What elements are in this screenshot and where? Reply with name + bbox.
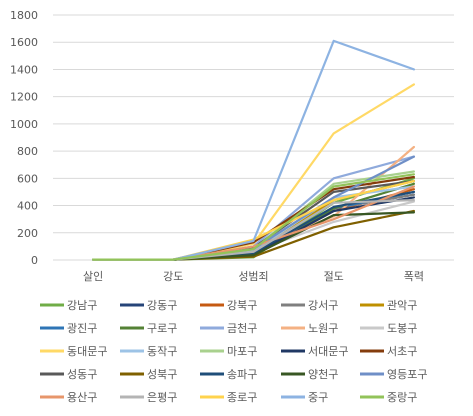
y-axis-ticks: 0 200 400 600 800 1000 1200 1400 1600 1800 [10,9,38,267]
y-tick-label: 800 [17,145,38,158]
legend-item: 마포구 [200,345,257,358]
legend-item: 중랑구 [360,391,417,404]
legend-item: 광진구 [40,322,97,335]
legend-label: 동작구 [147,345,177,358]
legend-item: 서초구 [360,345,417,358]
y-tick-label: 600 [17,172,38,185]
y-tick-label: 1200 [10,91,38,104]
x-axis-ticks: 살인 강도 성범죄 절도 폭력 [83,270,424,283]
legend-item: 관악구 [360,299,417,312]
legend-label: 서초구 [387,345,417,358]
legend-item: 구로구 [120,322,177,335]
legend-item: 강동구 [120,299,177,312]
legend-item: 성동구 [40,368,97,381]
legend-item: 영등포구 [360,368,427,381]
legend-label: 종로구 [227,391,257,404]
legend-label: 마포구 [227,345,257,358]
x-tick-label: 폭력 [404,270,424,283]
legend-item: 노원구 [281,322,338,335]
legend-item: 성북구 [120,368,177,381]
legend-label: 도봉구 [387,322,417,335]
legend-label: 중구 [308,391,328,404]
legend-label: 광진구 [67,322,97,335]
series-line-21 [91,199,415,261]
legend-item: 양천구 [281,367,338,381]
y-tick-label: 1800 [10,9,38,22]
legend-label: 강서구 [308,299,338,312]
series-line-10 [91,83,415,261]
y-tick-label: 1600 [10,36,38,49]
legend-label: 강동구 [147,299,177,312]
gridlines [53,14,454,261]
legend-label: 송파구 [227,368,257,381]
legend-label: 은평구 [147,391,177,404]
legend-label: 강북구 [227,299,257,312]
legend-item: 중구 [281,391,328,404]
legend-label: 중랑구 [387,391,417,404]
legend-item: 서대문구 [281,345,348,358]
x-tick-label: 살인 [83,270,103,283]
legend-item: 송파구 [200,368,257,381]
legend-label: 성북구 [147,368,177,381]
y-tick-label: 200 [17,227,38,240]
legend-label: 동대문구 [67,345,107,358]
legend-label: 강남구 [67,299,97,312]
legend-item: 강남구 [40,299,97,312]
x-tick-label: 절도 [324,270,344,283]
series-line-23 [91,39,415,261]
y-tick-label: 0 [31,254,38,267]
legend-label: 금천구 [227,321,257,335]
legend-label: 성동구 [67,368,97,381]
series-line-24 [91,173,415,261]
legend-item: 종로구 [200,391,257,404]
legend-item: 은평구 [120,391,177,404]
y-tick-label: 1000 [10,118,38,131]
x-tick-label: 성범죄 [238,270,268,283]
y-tick-label: 400 [17,200,38,213]
legend-item: 강서구 [281,299,338,312]
legend-item: 동대문구 [40,345,107,358]
series-lines [91,39,415,261]
legend-item: 동작구 [120,345,177,358]
legend-label: 용산구 [67,391,97,404]
legend-label: 구로구 [147,322,177,335]
legend-item: 금천구 [200,321,257,335]
legend-label: 영등포구 [387,368,427,381]
legend-label: 서대문구 [308,345,348,358]
legend-label: 양천구 [308,367,338,381]
x-tick-label: 강도 [163,270,183,283]
legend-item: 도봉구 [360,322,417,335]
legend-item: 강북구 [200,299,257,312]
y-tick-label: 1400 [10,63,38,76]
legend-item: 용산구 [40,391,97,404]
legend-label: 노원구 [308,322,338,335]
legend-label: 관악구 [387,299,417,312]
